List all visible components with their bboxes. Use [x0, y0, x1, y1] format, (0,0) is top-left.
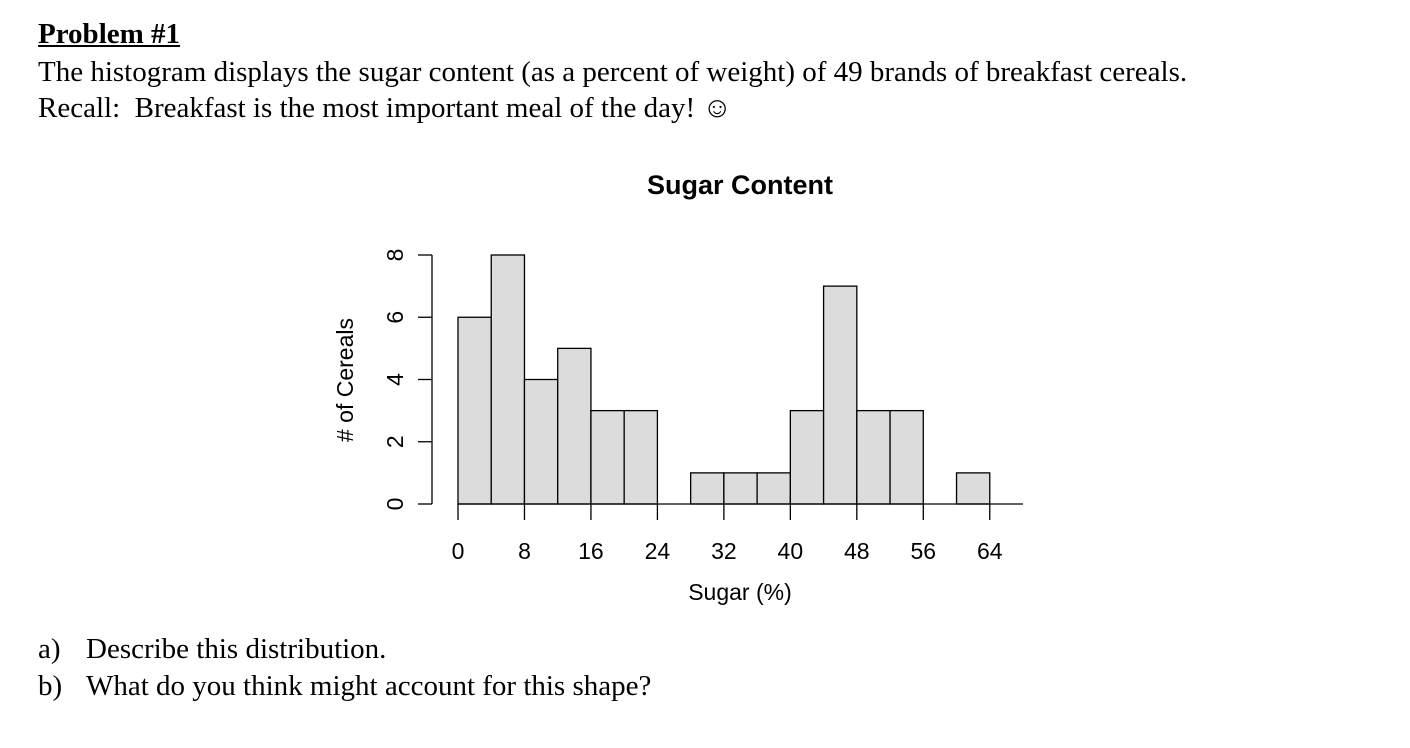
y-tick-label: 8 — [382, 249, 408, 262]
x-tick-label: 16 — [578, 538, 604, 564]
bar — [822, 285, 858, 505]
question: a) Describe this distribution. — [38, 631, 386, 667]
bar — [723, 472, 758, 505]
bar — [756, 472, 792, 505]
intro-line: The histogram displays the sugar content… — [38, 56, 1188, 88]
chart-title: Sugar Content — [647, 170, 833, 200]
x-axis-label: Sugar (%) — [688, 579, 792, 605]
bar — [557, 347, 592, 505]
x-tick-label: 40 — [778, 538, 804, 564]
y-tick-label: 0 — [382, 498, 408, 511]
bar — [490, 254, 526, 505]
bar — [856, 409, 891, 505]
bar — [590, 409, 625, 505]
intro-line: Recall: Breakfast is the most important … — [38, 92, 733, 124]
x-tick-label: 56 — [910, 538, 936, 564]
y-tick-label: 2 — [382, 435, 408, 448]
y-tick-label: 4 — [382, 373, 408, 386]
bar — [457, 316, 492, 505]
bar — [889, 409, 924, 505]
bar — [623, 409, 659, 505]
x-tick-label: 32 — [711, 538, 737, 564]
question-text: What do you think might account for this… — [86, 670, 652, 702]
bar — [955, 472, 991, 505]
x-tick-label: 64 — [977, 538, 1003, 564]
y-tick-label: 6 — [382, 311, 408, 324]
y-axis-label: # of Cereals — [332, 318, 358, 442]
x-tick-label: 48 — [844, 538, 870, 564]
question-text: Describe this distribution. — [86, 633, 387, 665]
problem-title: Problem #1 — [38, 18, 181, 50]
x-tick-label: 8 — [518, 538, 531, 564]
bar — [789, 409, 825, 505]
bar — [523, 378, 559, 505]
x-tick-label: 0 — [452, 538, 465, 564]
question: b) What do you think might account for th… — [38, 668, 651, 704]
x-tick-label: 24 — [645, 538, 671, 564]
question-label: a) — [38, 633, 61, 665]
bar — [689, 472, 725, 505]
question-label: b) — [38, 670, 63, 702]
